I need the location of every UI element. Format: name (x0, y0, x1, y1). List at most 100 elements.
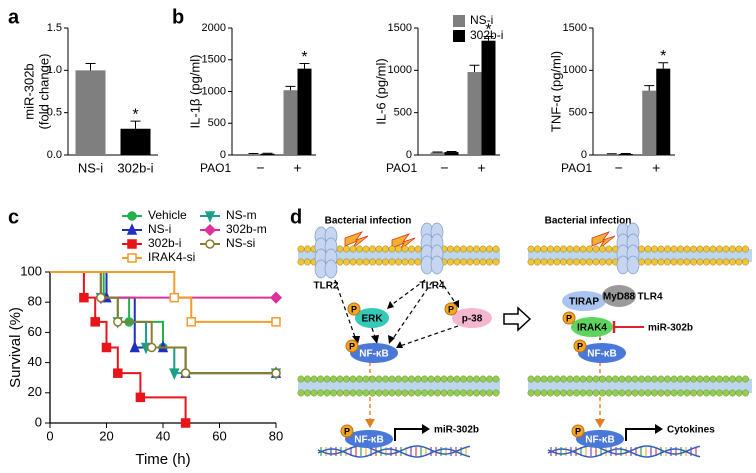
bar (618, 153, 633, 155)
legend-marker (126, 223, 138, 235)
y-tick-label: 1500 (563, 22, 587, 34)
bar (260, 153, 275, 155)
lipid (696, 375, 704, 383)
legend-label: 302b-i (148, 236, 181, 250)
y-tick-label: 1500 (388, 22, 412, 34)
lipid (453, 245, 461, 253)
lipid (586, 258, 593, 266)
legend-label: 302b-i (470, 28, 503, 42)
receptor-domain (430, 255, 444, 275)
y-axis-label: IL-1β (pg/ml) (187, 55, 202, 129)
legend-marker (203, 223, 217, 237)
lipid (401, 245, 409, 253)
lipid (605, 245, 613, 253)
x-tick-label: 60 (212, 428, 226, 443)
lipid (683, 389, 691, 397)
arrow-head (655, 424, 663, 434)
lipid (703, 375, 710, 383)
lipid (349, 389, 357, 397)
x-tick-label: 20 (99, 428, 113, 443)
y-tick-label: 100 (20, 263, 42, 278)
lipid (579, 389, 587, 397)
lipid (343, 375, 350, 383)
legend-swatch (453, 15, 465, 27)
lipid (356, 258, 363, 266)
y-tick-label: 60 (28, 324, 42, 339)
lipid (586, 375, 593, 383)
lipid (677, 375, 684, 383)
bar (120, 128, 151, 155)
lipid (382, 258, 389, 266)
significance-mark: * (132, 106, 138, 123)
lipid (729, 258, 736, 266)
factor-shape (350, 343, 398, 363)
lipid (540, 375, 548, 383)
lipid (683, 375, 691, 383)
marker (146, 342, 157, 353)
adaptor: TIRAP (569, 297, 599, 308)
lipid (651, 258, 658, 266)
marker (96, 292, 106, 303)
factor-shape (578, 343, 626, 363)
lipid (297, 258, 305, 266)
y-tick-label: 2000 (202, 22, 226, 34)
lipid (696, 258, 704, 266)
lipid (709, 245, 717, 253)
legend-marker (127, 211, 137, 221)
lipid (388, 389, 396, 397)
lipid (447, 375, 454, 383)
lipid (527, 245, 535, 253)
lipid (375, 389, 383, 397)
x-axis-label: Time (h) (135, 451, 190, 468)
lipid (560, 389, 567, 397)
lipid (317, 389, 324, 397)
lipid (527, 258, 535, 266)
transcription-arrow (625, 428, 657, 441)
y-tick-label: 1.0 (47, 64, 62, 76)
lipid (349, 245, 357, 253)
marker (271, 368, 281, 378)
lipid (696, 245, 704, 253)
bar (604, 154, 619, 155)
lipid (453, 375, 461, 383)
lipid (479, 258, 487, 266)
lipid (492, 375, 500, 383)
lipid (297, 389, 305, 397)
y-tick-label: 0.5 (47, 107, 62, 119)
y-tick-label: 500 (394, 107, 412, 119)
lipid (664, 245, 671, 253)
bar (283, 90, 298, 155)
lipid (369, 389, 376, 397)
lipid (670, 375, 678, 383)
lipid (460, 245, 467, 253)
y-axis-label: Survival (%) (7, 307, 24, 388)
phospho-shape (340, 424, 354, 438)
y-tick-label: 40 (28, 354, 42, 369)
lipid (382, 375, 389, 383)
significance-mark: * (485, 22, 491, 39)
bar (642, 90, 657, 155)
kinase-shape (355, 308, 389, 328)
lipid (466, 389, 474, 397)
membrane-core (298, 249, 500, 262)
adaptor: MyD88 (603, 292, 636, 303)
lipid (473, 389, 480, 397)
lipid (427, 389, 435, 397)
receptor-label: TLR4 (420, 281, 445, 292)
lipid (566, 389, 574, 397)
lipid (690, 258, 697, 266)
legend-label: NS-i (470, 13, 493, 27)
phospho-label: P (344, 426, 350, 436)
lipid (716, 389, 723, 397)
lipid (486, 258, 493, 266)
lipid (382, 245, 389, 253)
lipid (696, 389, 704, 397)
lipid (369, 245, 376, 253)
error-bar (469, 64, 480, 73)
lipid (579, 258, 587, 266)
kinase: IRAK4 (577, 323, 607, 334)
lipid (592, 245, 600, 253)
lipid (644, 375, 652, 383)
lipid (703, 389, 710, 397)
lipid (657, 258, 665, 266)
